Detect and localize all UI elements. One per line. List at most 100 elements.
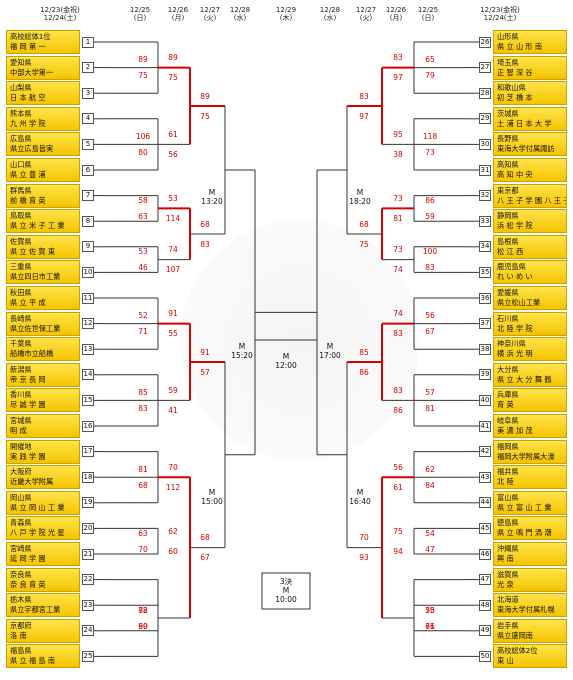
team-prefecture: 滋賀県: [497, 569, 519, 579]
team-name: 県 立 山 形 南: [497, 42, 543, 51]
seed-number: 26: [479, 36, 491, 48]
score-label: 73: [425, 147, 435, 157]
seed-number: 20: [82, 522, 94, 534]
team-prefecture: 京都府: [10, 620, 32, 630]
score-label: 63: [138, 528, 148, 538]
team-box: 長野県 東海大学付属諏訪: [493, 132, 567, 157]
team-box: 熊本県九 州 学 院: [6, 106, 80, 131]
seed-number: 8: [82, 215, 94, 227]
seed-number: 42: [479, 446, 491, 458]
team-prefecture: 青森県: [10, 518, 32, 528]
team-prefecture: 石川県: [497, 313, 519, 323]
score-label: 46: [138, 263, 148, 273]
seed-number: 33: [479, 215, 491, 227]
team-box: 山梨県日 本 航 空: [6, 81, 80, 106]
score-label: 118: [422, 131, 438, 141]
team-box: 福井県北 陸: [493, 465, 567, 490]
score-label: 86: [359, 367, 369, 377]
team-box: 和歌山県初 芝 橋 本: [493, 81, 567, 106]
date-line-2: (月): [171, 14, 185, 22]
date-line-1: 12/25: [129, 6, 151, 14]
seed-number: 4: [82, 113, 94, 125]
seed-number: 29: [479, 113, 491, 125]
seed-number: 43: [479, 471, 491, 483]
team-name: 福岡大学附属大濠: [497, 451, 555, 461]
score-label: 56: [425, 311, 435, 321]
seed-number: 10: [82, 266, 94, 278]
score-label: 70: [359, 533, 369, 543]
team-prefecture: 鹿児島県: [497, 262, 526, 272]
team-box: 岩手県 県立盛岡南: [493, 618, 567, 643]
score-label: 94: [393, 546, 403, 556]
team-prefecture: 島根県: [497, 236, 519, 246]
venue-time-label: M 16:40: [349, 488, 371, 506]
team-name: 県 立 大 分 舞 鶴: [497, 374, 552, 384]
score-label: 55: [168, 329, 178, 339]
venue-time-label: M 15:20: [231, 342, 253, 360]
date-label: 12/25 (日): [404, 6, 452, 22]
team-prefecture: 長野県: [497, 134, 519, 144]
score-label: 86: [393, 405, 403, 415]
seed-number: 15: [82, 394, 94, 406]
score-label: 58: [138, 195, 148, 205]
team-box: 高知県高 知 中 央: [493, 158, 567, 182]
score-label: 83: [393, 329, 403, 339]
team-prefecture: 大阪府: [10, 467, 32, 477]
score-label: 70: [168, 462, 178, 472]
team-name: 県 立 岡 山 工 業: [10, 502, 65, 512]
team-box: 愛媛県 県立松山工業: [493, 286, 567, 310]
team-name: 浜 松 学 院: [497, 221, 533, 231]
team-box: 京都府洛 南: [6, 618, 80, 643]
score-label: 83: [393, 53, 403, 63]
score-label: 68: [200, 219, 210, 229]
score-label: 56: [168, 149, 178, 159]
team-name: れ い め い: [497, 272, 533, 282]
score-label: 85: [138, 387, 148, 397]
team-name: 県立広島皆実: [10, 144, 54, 154]
seed-number: 25: [82, 650, 94, 662]
team-name: 県立松山工業: [497, 298, 541, 307]
score-label: 75: [393, 526, 403, 536]
team-prefecture: 高知県: [497, 160, 519, 169]
team-box: 富山県県 立 富 山 工 業: [493, 490, 567, 515]
score-label: 67: [425, 327, 435, 337]
team-prefecture: 福岡県: [497, 441, 519, 451]
score-label: 97: [393, 73, 403, 83]
score-label: 81: [138, 464, 148, 474]
team-name: 県 立 佐 賀 東: [10, 246, 56, 256]
team-name: 正 智 深 谷: [497, 67, 533, 77]
team-box: 岡山県県 立 岡 山 工 業: [6, 490, 80, 515]
date-label: 12/25 (日): [116, 6, 164, 22]
date-label: 12/23(金祝) 12/24(土): [476, 6, 524, 22]
team-name: 興 南: [497, 554, 514, 563]
seed-number: 35: [479, 266, 491, 278]
team-box: 広島県 県立広島皆実: [6, 132, 80, 157]
score-label: 74: [393, 265, 403, 275]
seed-number: 38: [479, 343, 491, 355]
team-name: 県立佐世保工業: [10, 323, 61, 333]
team-box: 栃木県 県立宇都宮工業: [6, 593, 80, 618]
seed-number: 31: [479, 164, 491, 176]
date-line-2: 12/24(土): [43, 14, 77, 22]
team-box: 大阪府 近畿大学附属: [6, 465, 80, 490]
date-line-1: 12/27: [199, 6, 221, 14]
date-line-1: 12/29: [275, 6, 297, 14]
date-line-2: (日): [133, 14, 147, 22]
venue-time-label: M 12:00: [275, 352, 297, 370]
team-name: 中部大学第一: [10, 67, 54, 77]
seed-number: 48: [479, 599, 491, 611]
venue-time-label: M 13:20: [201, 188, 223, 206]
team-name: 光 泉: [497, 579, 514, 589]
score-label: 85: [359, 347, 369, 357]
score-label: 68: [200, 533, 210, 543]
team-name: 高 知 中 央: [497, 170, 533, 179]
score-label: 79: [425, 71, 435, 81]
team-name: 土 浦 日 本 大 学: [497, 118, 552, 128]
team-name: 前 橋 育 英: [10, 195, 46, 205]
team-prefecture: 奈良県: [10, 569, 32, 579]
score-label: 54: [425, 528, 435, 538]
seed-number: 9: [82, 241, 94, 253]
team-prefecture: 茨城県: [497, 108, 519, 118]
score-label: 75: [138, 71, 148, 81]
team-name: 洛 南: [10, 630, 27, 640]
